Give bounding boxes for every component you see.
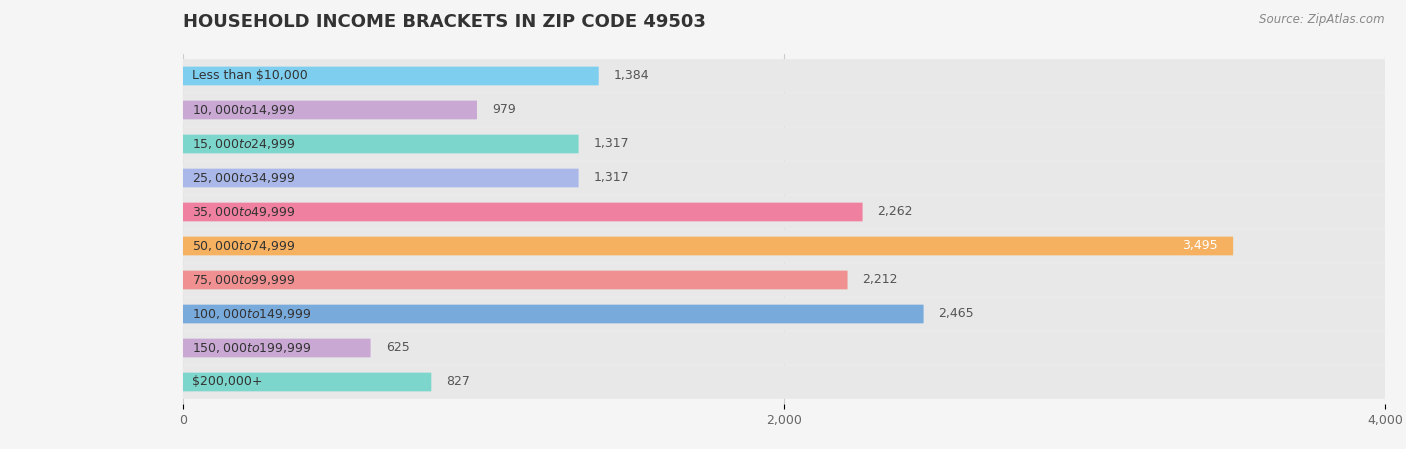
Text: 3,495: 3,495	[1182, 239, 1218, 252]
Text: $150,000 to $199,999: $150,000 to $199,999	[191, 341, 311, 355]
Text: 1,384: 1,384	[614, 70, 650, 83]
FancyBboxPatch shape	[183, 304, 924, 323]
FancyBboxPatch shape	[183, 229, 1385, 263]
FancyBboxPatch shape	[183, 93, 1385, 127]
Text: $50,000 to $74,999: $50,000 to $74,999	[191, 239, 295, 253]
Text: Source: ZipAtlas.com: Source: ZipAtlas.com	[1260, 13, 1385, 26]
Text: Less than $10,000: Less than $10,000	[191, 70, 308, 83]
FancyBboxPatch shape	[183, 195, 1385, 229]
FancyBboxPatch shape	[183, 365, 1385, 399]
FancyBboxPatch shape	[183, 297, 1385, 331]
Text: $200,000+: $200,000+	[191, 375, 263, 388]
FancyBboxPatch shape	[183, 169, 579, 187]
FancyBboxPatch shape	[183, 161, 1385, 195]
FancyBboxPatch shape	[183, 135, 579, 154]
FancyBboxPatch shape	[183, 271, 848, 289]
FancyBboxPatch shape	[183, 127, 1385, 161]
FancyBboxPatch shape	[183, 101, 477, 119]
Text: HOUSEHOLD INCOME BRACKETS IN ZIP CODE 49503: HOUSEHOLD INCOME BRACKETS IN ZIP CODE 49…	[183, 13, 706, 31]
Text: $75,000 to $99,999: $75,000 to $99,999	[191, 273, 295, 287]
FancyBboxPatch shape	[183, 263, 1385, 297]
Text: 2,212: 2,212	[863, 273, 898, 286]
Text: 2,465: 2,465	[939, 308, 974, 321]
Text: $100,000 to $149,999: $100,000 to $149,999	[191, 307, 311, 321]
Text: $35,000 to $49,999: $35,000 to $49,999	[191, 205, 295, 219]
FancyBboxPatch shape	[183, 339, 371, 357]
Text: 1,317: 1,317	[593, 172, 630, 185]
Text: 625: 625	[385, 342, 409, 355]
Text: $10,000 to $14,999: $10,000 to $14,999	[191, 103, 295, 117]
FancyBboxPatch shape	[183, 66, 599, 85]
FancyBboxPatch shape	[183, 59, 1385, 93]
Text: 1,317: 1,317	[593, 137, 630, 150]
FancyBboxPatch shape	[183, 202, 863, 221]
FancyBboxPatch shape	[183, 237, 1233, 255]
Text: 827: 827	[446, 375, 470, 388]
Text: 979: 979	[492, 103, 516, 116]
Text: 2,262: 2,262	[877, 206, 912, 219]
FancyBboxPatch shape	[183, 373, 432, 392]
Text: $15,000 to $24,999: $15,000 to $24,999	[191, 137, 295, 151]
FancyBboxPatch shape	[183, 331, 1385, 365]
Text: $25,000 to $34,999: $25,000 to $34,999	[191, 171, 295, 185]
